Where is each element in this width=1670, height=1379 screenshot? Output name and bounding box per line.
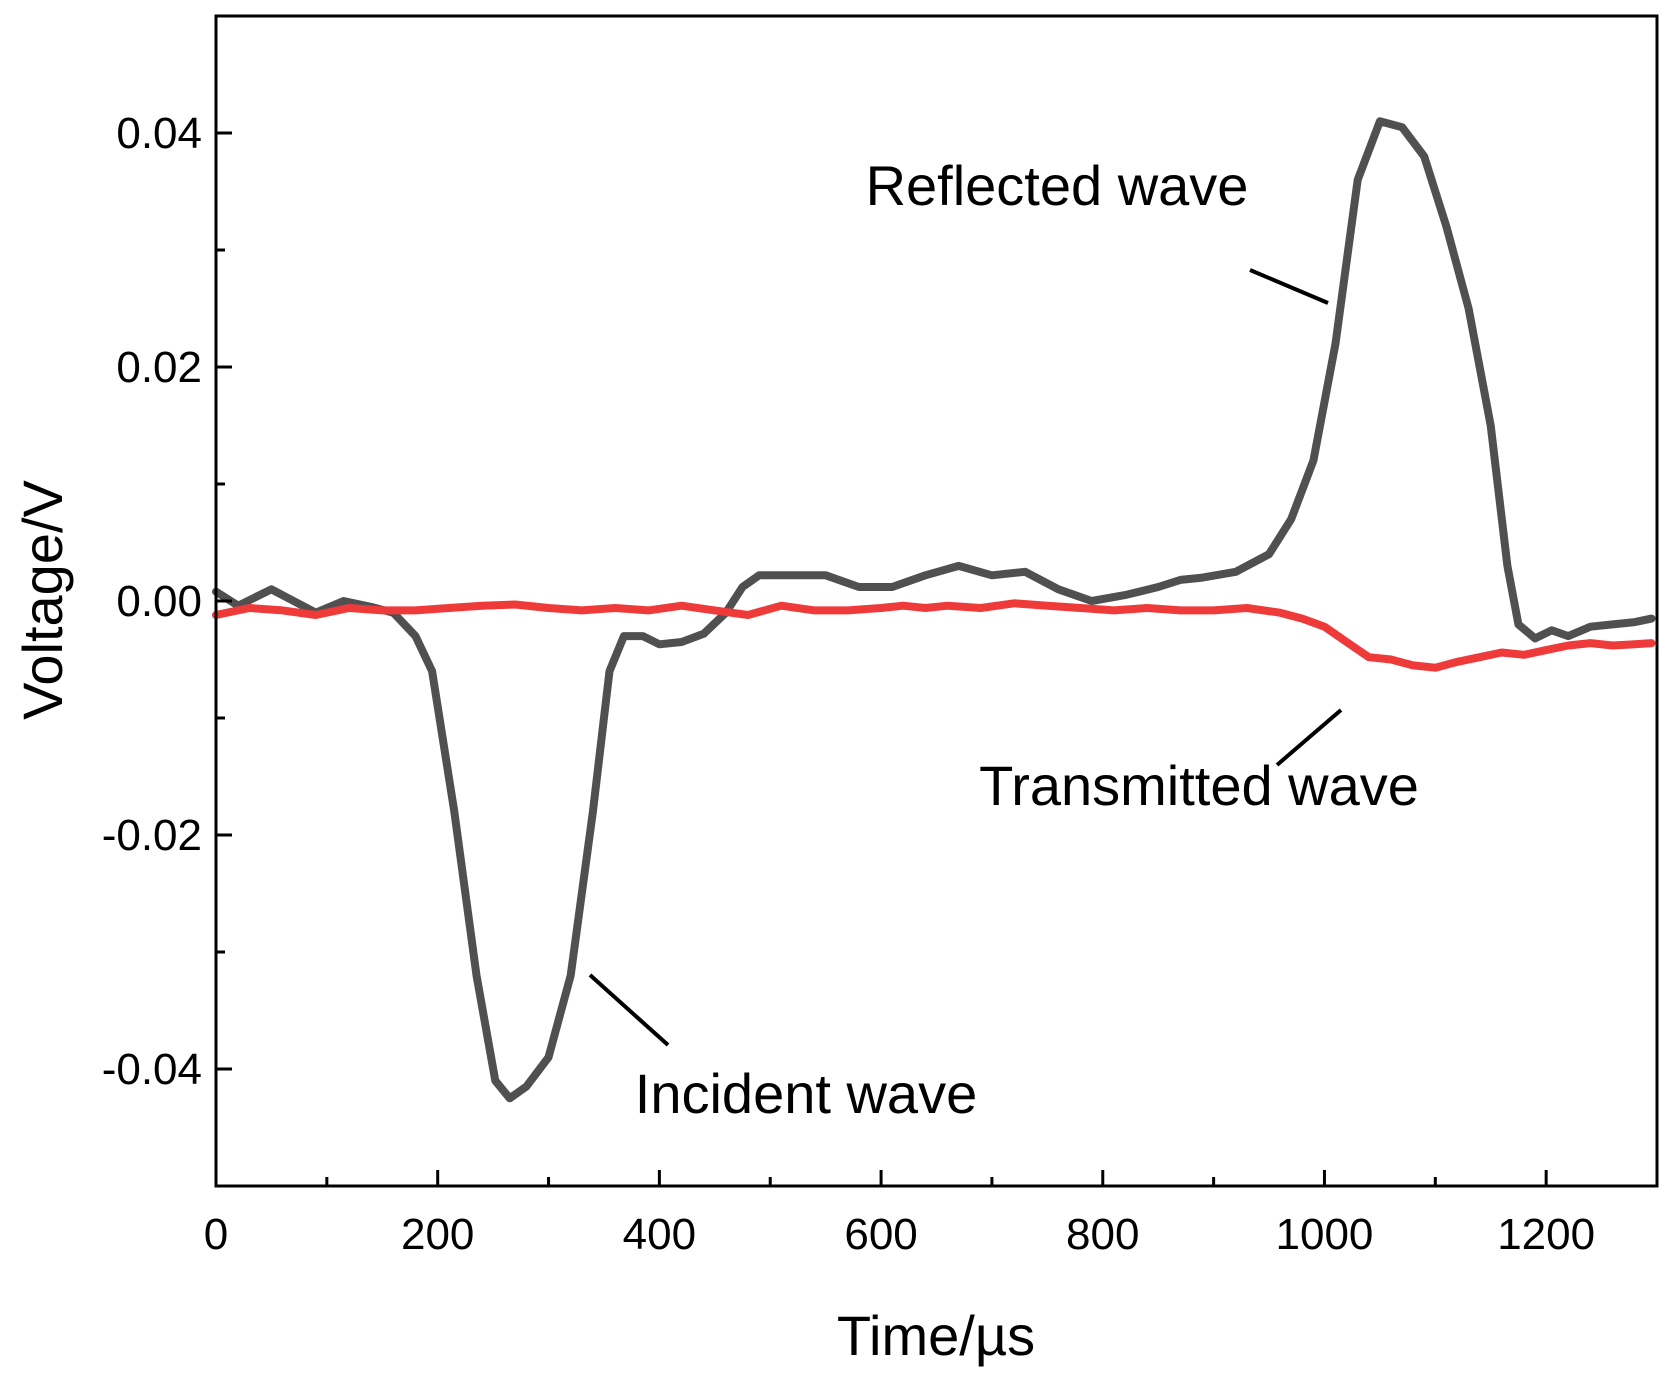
x-tick-label: 200 [401, 1210, 474, 1259]
x-tick-label: 600 [844, 1210, 917, 1259]
annotation-label: Reflected wave [866, 154, 1249, 217]
series-layer [212, 117, 1656, 1103]
x-tick-label: 0 [204, 1210, 228, 1259]
y-tick-label: 0.04 [116, 109, 202, 158]
x-axis-title: Time/µs [837, 1304, 1035, 1367]
x-tick-label: 1200 [1497, 1210, 1595, 1259]
annotation-layer: Reflected wave Transmitted wave Incident w… [588, 154, 1419, 1125]
annotation-label: Transmitted wave [979, 754, 1419, 817]
y-tick-label: -0.04 [102, 1045, 202, 1094]
annotation-leader-line [1275, 708, 1343, 767]
annotation-leader-line [588, 973, 670, 1047]
y-tick-label: 0.00 [116, 577, 202, 626]
x-tick-label: 800 [1066, 1210, 1139, 1259]
y-axis: 0.04 0.02 0.00 -0.02 -0.04 [102, 14, 232, 1188]
x-tick-label: 1000 [1276, 1210, 1374, 1259]
annotation-leader-line [1249, 268, 1329, 305]
y-tick-label: 0.02 [116, 343, 202, 392]
incident-reflected-wave-line [212, 117, 1656, 1103]
y-axis-title: Voltage/V [11, 479, 74, 719]
annotation-label: Incident wave [635, 1062, 977, 1125]
x-tick-label: 400 [623, 1210, 696, 1259]
x-axis: 0 200 400 600 800 1000 1200 [204, 1170, 1659, 1259]
y-tick-label: -0.02 [102, 811, 202, 860]
transmitted-wave-line [212, 599, 1656, 672]
